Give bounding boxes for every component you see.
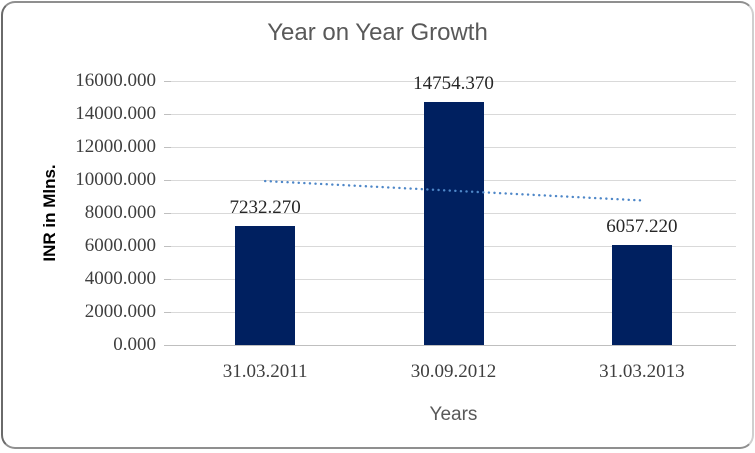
x-axis-title: Years [429,404,478,425]
y-tick-mark [164,114,171,115]
y-tick-label: 0.000 [113,334,156,355]
bar-31.03.2013 [611,245,672,345]
y-tick-mark [164,279,171,280]
y-tick-mark [164,81,171,82]
x-tick-label: 30.09.2012 [410,361,497,382]
y-tick-mark [164,246,171,247]
y-tick-mark [164,147,171,148]
bar-data-label: 7232.270 [229,196,301,218]
bar-data-label: 14754.370 [413,72,494,94]
bar-30.09.2012 [423,101,484,345]
y-tick-label: 4000.000 [84,268,156,289]
y-tick-label: 6000.000 [84,235,156,256]
y-tick-label: 8000.000 [84,202,156,223]
y-tick-mark [164,213,171,214]
y-tick-label: 2000.000 [84,301,156,322]
x-tick-label: 31.03.2011 [222,361,308,382]
y-tick-label: 12000.000 [75,136,156,157]
y-tick-label: 14000.000 [75,103,156,124]
y-tick-label: 16000.000 [75,70,156,91]
y-tick-mark [164,345,171,346]
gridline [171,81,736,82]
y-tick-mark [164,180,171,181]
bar-31.03.2011 [235,225,296,345]
y-tick-mark [164,312,171,313]
chart-title: Year on Year Growth [267,19,488,46]
x-axis-line [171,345,736,346]
y-tick-label: 10000.000 [75,169,156,190]
bar-data-label: 6057.220 [606,216,678,238]
x-tick-label: 31.03.2013 [599,361,685,382]
